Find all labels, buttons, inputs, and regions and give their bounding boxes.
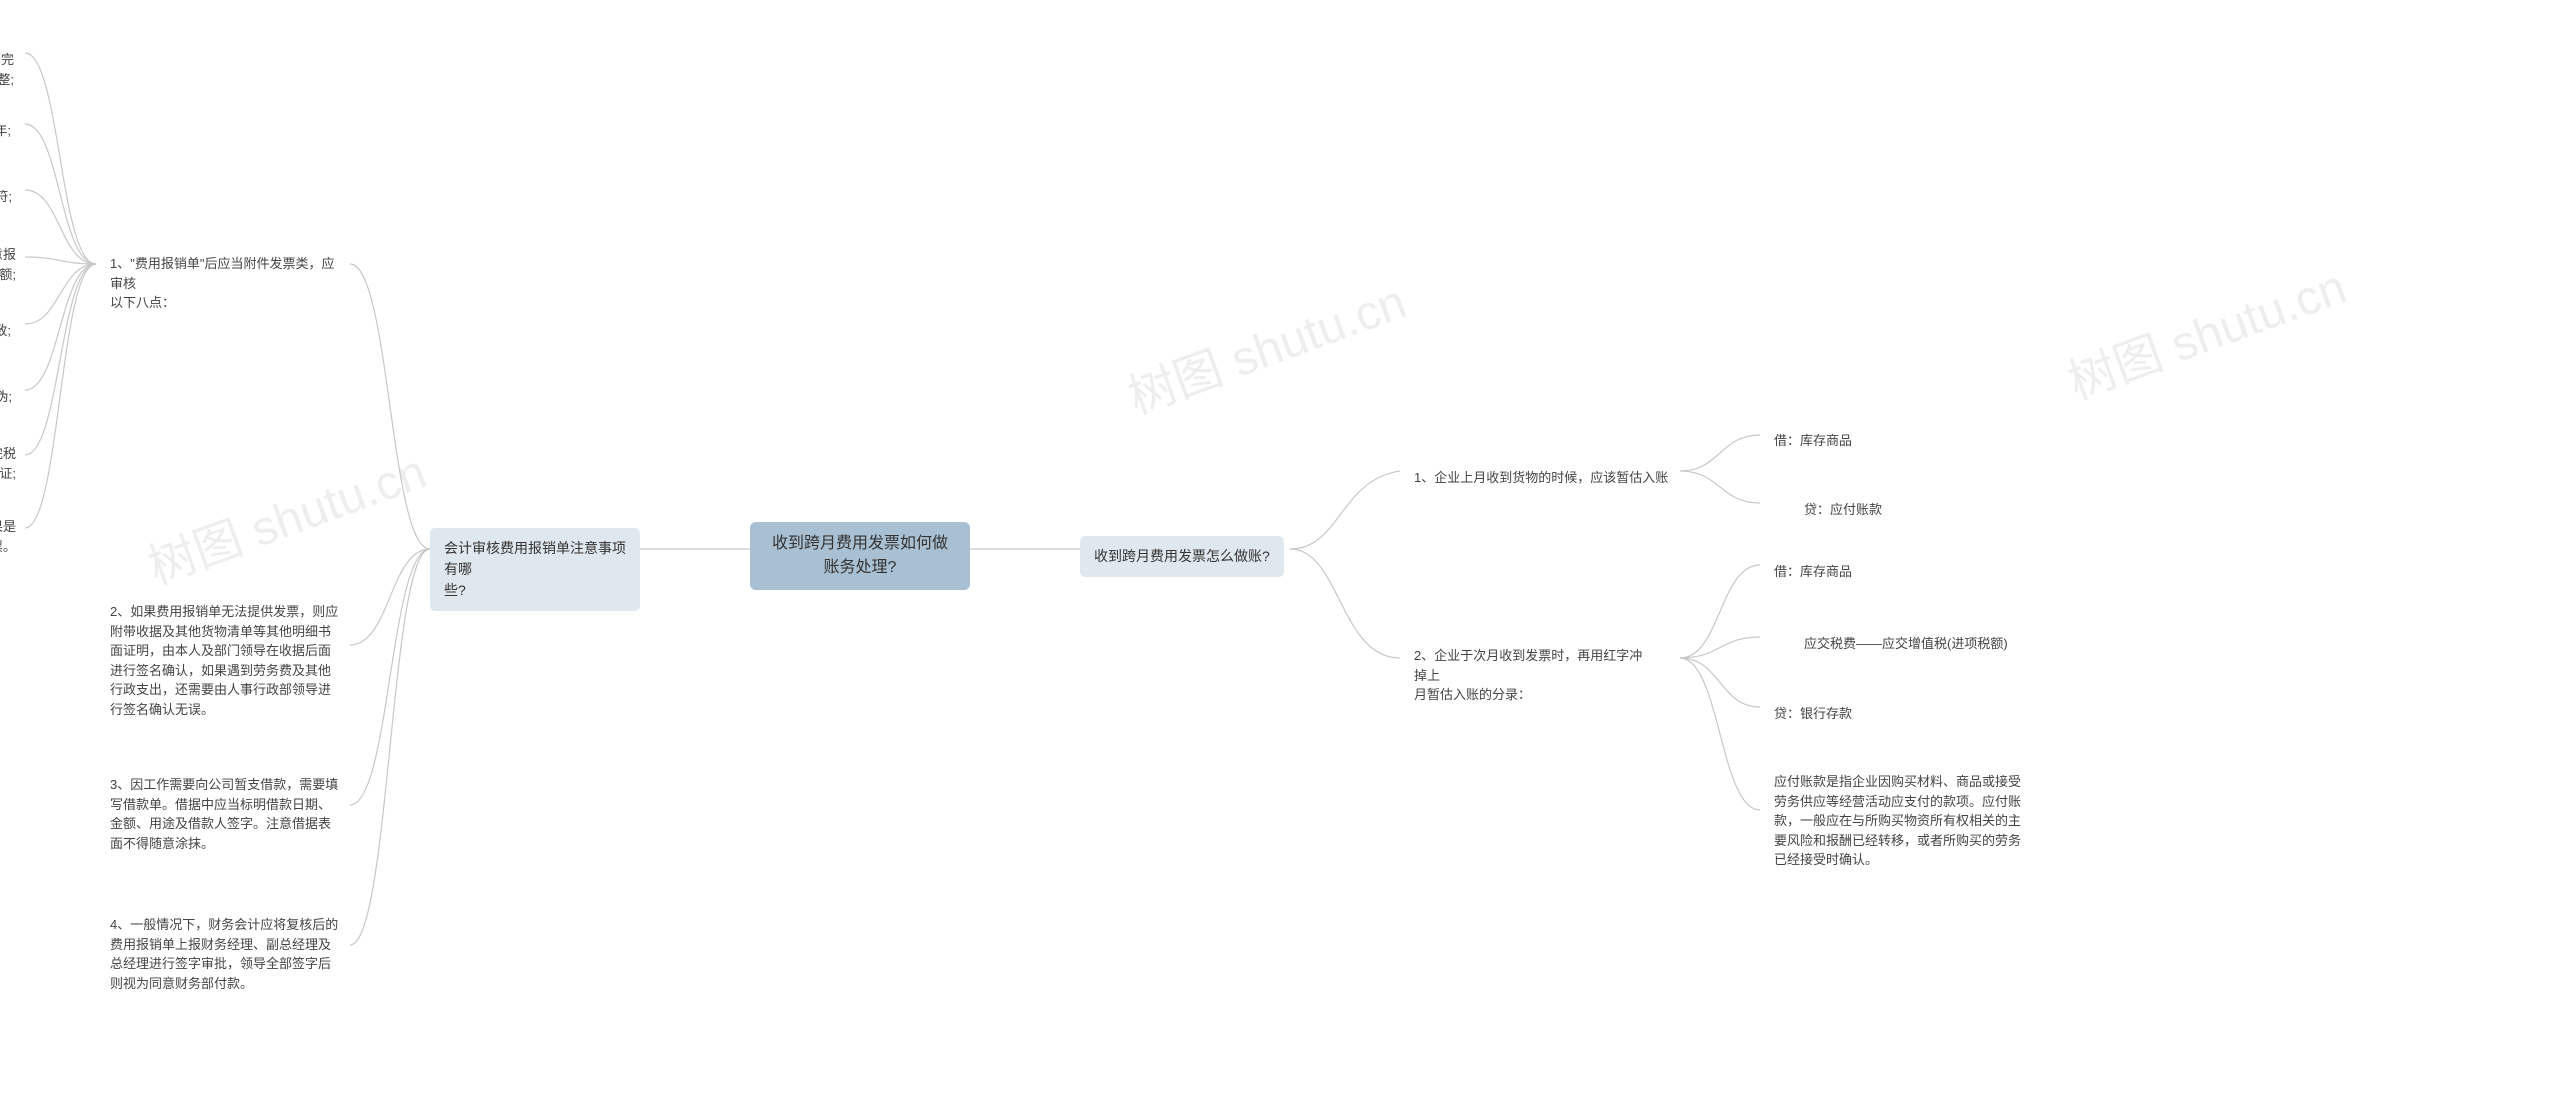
node-l2: 2、如果费用报销单无法提供发票，则应附带收据及其他货物清单等其他明细书面证明，由… [96,592,356,729]
node-l1a: (1)发票上公司基本信息是否完整; [0,40,28,99]
node-r2: 2、企业于次月收到发票时，再用红字冲掉上 月暂估入账的分录： [1400,636,1660,715]
node-r1b: 贷：应付账款 [1790,490,1896,530]
branch-left: 会计审核费用报销单注意事项有哪 些? [430,528,640,611]
node-r2d: 应付账款是指企业因购买材料、商品或接受劳务供应等经营活动应支付的款项。应付账款，… [1760,762,2040,880]
node-l1c: (3)开票内容是否与实际相符; [0,177,26,217]
node-l1f: (6)需要在网上查询发票真伪; [0,377,26,417]
node-l3: 3、因工作需要向公司暂支借款，需要填写借款单。借据中应当标明借款日期、金额、用途… [96,765,356,863]
node-r2c: 贷：银行存款 [1760,694,1866,734]
node-l4: 4、一般情况下，财务会计应将复核后的费用报销单上报财务经理、副总经理及总经理进行… [96,905,356,1003]
root-line1: 收到跨月费用发票如何做 [764,532,956,556]
node-r2a: 借：库存商品 [1760,552,1866,592]
watermark: 树图 shutu.cn [137,432,434,597]
node-l1e: (5)发票专用章应与开票信息一致; [0,311,25,351]
mindmap-root: 收到跨月费用发票如何做 账务处理? [750,522,970,590]
node-r1: 1、企业上月收到货物的时候，应该暂估入账 [1400,458,1682,498]
watermark: 树图 shutu.cn [1117,262,1414,427]
node-r2b: 应交税费——应交增值税(进项税额) [1790,624,2022,664]
watermark: 树图 shutu.cn [2057,247,2354,412]
root-line2: 账务处理? [764,556,956,580]
node-l1b: (2)开票日期不可以跨年; [0,111,25,151]
node-l1g: (7)如果是税务局代开的发票则需要附带完税 凭证; [0,434,30,493]
node-l1d: (4)报销金额及发票的金额是否一致，注意报 销金额不能小于发票金额; [0,235,30,294]
node-l1: 1、"费用报销单"后应当附件发票类，应审核 以下八点： [96,244,356,323]
node-r1a: 借：库存商品 [1760,421,1866,461]
branch-right: 收到跨月费用发票怎么做账? [1080,536,1284,577]
node-l1h: (8)需要清晰地知道公司的企业性质，如果是 简易征收企业则可以只收普通发票。 [0,507,30,566]
